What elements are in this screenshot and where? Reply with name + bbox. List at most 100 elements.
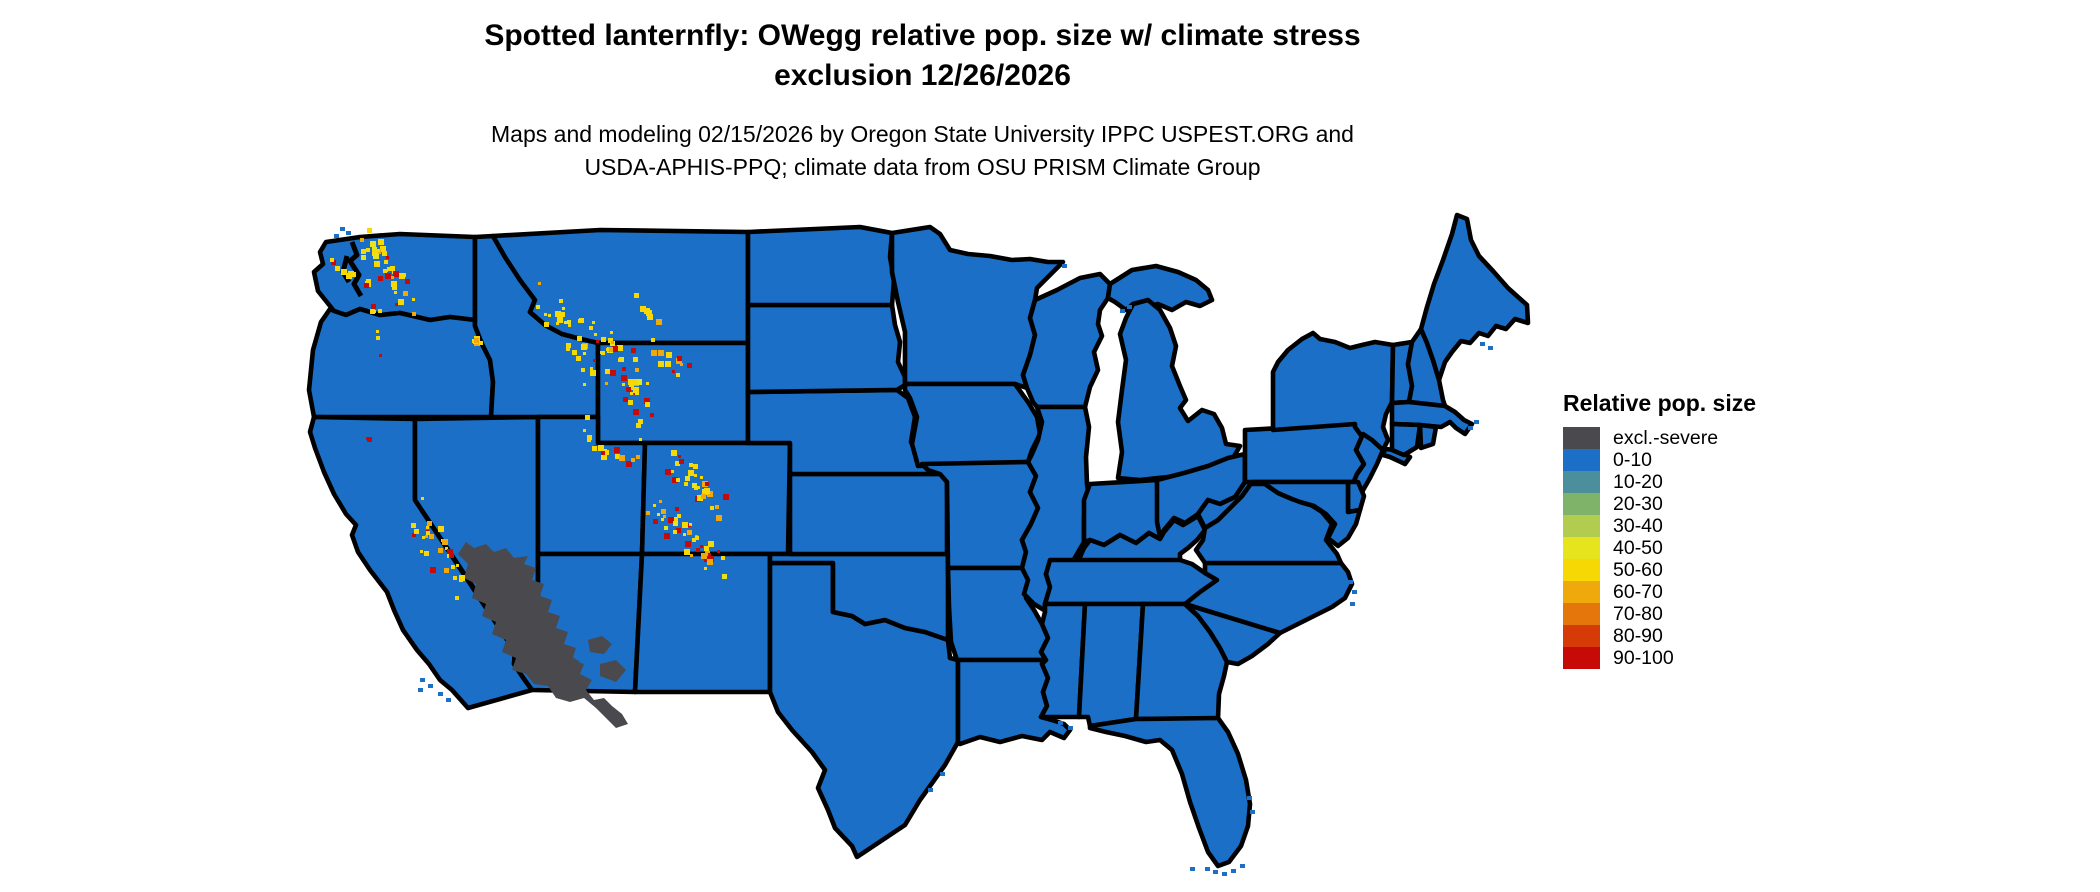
speckle-id-central: [544, 322, 549, 327]
state-rhode-island: [1417, 422, 1439, 451]
speckle-wa-north-cascades: [391, 276, 394, 279]
coastal-cell: [1247, 796, 1252, 800]
speckle-co-sanjuan-sawatch: [696, 548, 700, 552]
speckle-wa-north-cascades: [405, 279, 410, 284]
speckle-co-sanjuan-sawatch: [685, 541, 691, 547]
speckle-ca-sierra-nevada: [444, 568, 449, 573]
state-delaware: [1345, 479, 1367, 515]
speckle-co-north-rockies: [665, 469, 671, 475]
speckle-wy-yellowstone-windriver: [633, 410, 637, 414]
coastal-cell: [940, 772, 945, 776]
speckle-mt-west: [559, 299, 563, 303]
speckle-ca-sierra-nevada: [420, 550, 423, 553]
speckle-wy-yellowstone-windriver: [623, 397, 628, 402]
speckle-co-sanjuan-sawatch: [704, 567, 707, 570]
us-map-canvas: [306, 212, 1531, 876]
speckle-wy-yellowstone-windriver: [633, 357, 638, 362]
speckle-wa-north-cascades: [380, 246, 386, 252]
state-wisconsin: [1020, 271, 1113, 410]
speckle-co-sanjuan-sawatch: [717, 550, 720, 553]
speckle-wy-bighorn: [658, 361, 664, 367]
coastal-cell: [346, 231, 351, 235]
legend-label: 40-50: [1613, 536, 1663, 559]
speckle-co-sanjuan-sawatch: [659, 500, 662, 503]
speckle-ut-uinta: [601, 451, 605, 455]
speckle-co-north-rockies: [701, 494, 706, 499]
legend-item-70-80: 70-80: [1563, 603, 1893, 625]
coastal-cell: [1205, 867, 1210, 871]
speckle-co-sanjuan-sawatch: [673, 521, 678, 526]
speckle-co-sanjuan-sawatch: [653, 519, 658, 524]
speckle-co-sanjuan-sawatch: [705, 551, 710, 556]
speckle-ut-uinta: [626, 461, 632, 467]
speckle-wy-yellowstone-windriver: [645, 402, 650, 407]
legend-item-50-60: 50-60: [1563, 559, 1893, 581]
speckle-ca-sierra-nevada: [425, 535, 428, 538]
speckle-mt-west: [544, 313, 547, 316]
state-maryland: [1249, 479, 1363, 549]
speckle-id-central: [577, 336, 582, 341]
speckle-id-central: [557, 317, 563, 323]
speckle-wa-olympics: [341, 269, 347, 275]
speckle-id-central: [583, 352, 586, 355]
speckle-or-wallowa: [474, 338, 479, 343]
speckle-mt-west: [610, 331, 613, 334]
legend-swatch: [1563, 647, 1600, 669]
speckle-id-central: [538, 282, 541, 285]
speckle-ut-wasatch: [583, 429, 586, 432]
speckle-co-sanjuan-sawatch: [653, 504, 656, 507]
speckle-co-sanjuan-sawatch: [704, 546, 709, 551]
speckle-id-central: [576, 356, 581, 361]
coastal-cell: [420, 678, 425, 682]
speckle-co-north-rockies: [679, 459, 684, 464]
exclusion-blob-3: [600, 660, 626, 682]
legend-label: 30-40: [1613, 514, 1663, 537]
speckle-wa-south-cascades: [376, 336, 380, 340]
speckle-wy-bighorn: [666, 352, 672, 358]
speckle-wa-north-cascades: [385, 273, 391, 279]
speckle-wa-south-cascades: [371, 304, 376, 309]
speckle-co-sanjuan-sawatch: [664, 533, 670, 539]
legend-swatch: [1563, 537, 1600, 559]
coastal-cell: [1231, 869, 1236, 873]
coastal-cell: [438, 692, 443, 696]
speckle-wa-south-cascades: [376, 330, 379, 333]
speckle-ca-sierra-nevada: [459, 575, 465, 581]
speckle-co-north-rockies: [676, 478, 680, 482]
speckle-co-north-rockies: [715, 505, 719, 509]
state-kansas: [787, 471, 950, 557]
speckle-ut-uinta: [605, 450, 609, 454]
speckle-co-north-rockies: [716, 515, 722, 521]
speckle-wa-olympics: [335, 266, 340, 271]
chart-subtitle-line1: Maps and modeling 02/15/2026 by Oregon S…: [491, 121, 1354, 147]
speckle-co-north-rockies: [704, 488, 710, 494]
speckle-wy-yellowstone-windriver: [618, 358, 622, 362]
speckle-co-north-rockies: [692, 483, 697, 488]
coastal-raster-cells: [334, 227, 1493, 876]
state-north-dakota: [745, 224, 897, 308]
speckle-wa-north-cascades: [398, 299, 404, 305]
speckle-co-sanjuan-sawatch: [708, 553, 711, 556]
speckle-wa-south-cascades: [379, 354, 382, 357]
state-florida: [1087, 715, 1253, 869]
legend-swatch: [1563, 603, 1600, 625]
exclusion-blob-4: [534, 612, 556, 632]
legend-label: 50-60: [1613, 558, 1663, 581]
legend-item-80-90: 80-90: [1563, 625, 1893, 647]
speckle-ca-sierra-nevada: [442, 539, 448, 545]
speckle-co-north-rockies: [689, 463, 693, 467]
coastal-cell: [1058, 721, 1063, 725]
speckle-wa-north-cascades: [387, 267, 391, 271]
legend-label: 0-10: [1613, 448, 1653, 471]
speckle-co-sanjuan-sawatch: [687, 530, 692, 535]
speckle-ca-sierra-nevada: [424, 551, 429, 556]
speckle-wy-bighorn: [680, 363, 683, 366]
speckle-co-north-rockies: [710, 506, 714, 510]
speckle-co-north-rockies: [700, 476, 703, 479]
speckle-wy-yellowstone-windriver: [633, 387, 639, 393]
speckle-wa-olympics: [330, 258, 334, 262]
speckle-wa-north-cascades: [395, 303, 398, 306]
speckle-id-central: [566, 343, 571, 348]
speckle-ut-uinta: [631, 458, 635, 462]
legend-rows: excl.-severe 0-10 10-20 20-30 30-40 40-50 50-6…: [1563, 427, 1893, 669]
